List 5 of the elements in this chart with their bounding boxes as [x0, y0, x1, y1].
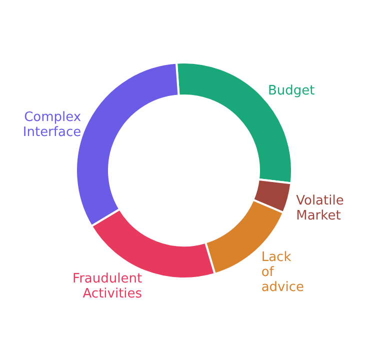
slice-label: Budget: [268, 83, 315, 98]
slice-label: Volatile Market: [296, 193, 344, 224]
slice-label: Fraudulent Activities: [72, 272, 142, 302]
slice-label: Complex Interface: [22, 110, 82, 140]
slice-label: Lack of advice: [261, 250, 304, 295]
